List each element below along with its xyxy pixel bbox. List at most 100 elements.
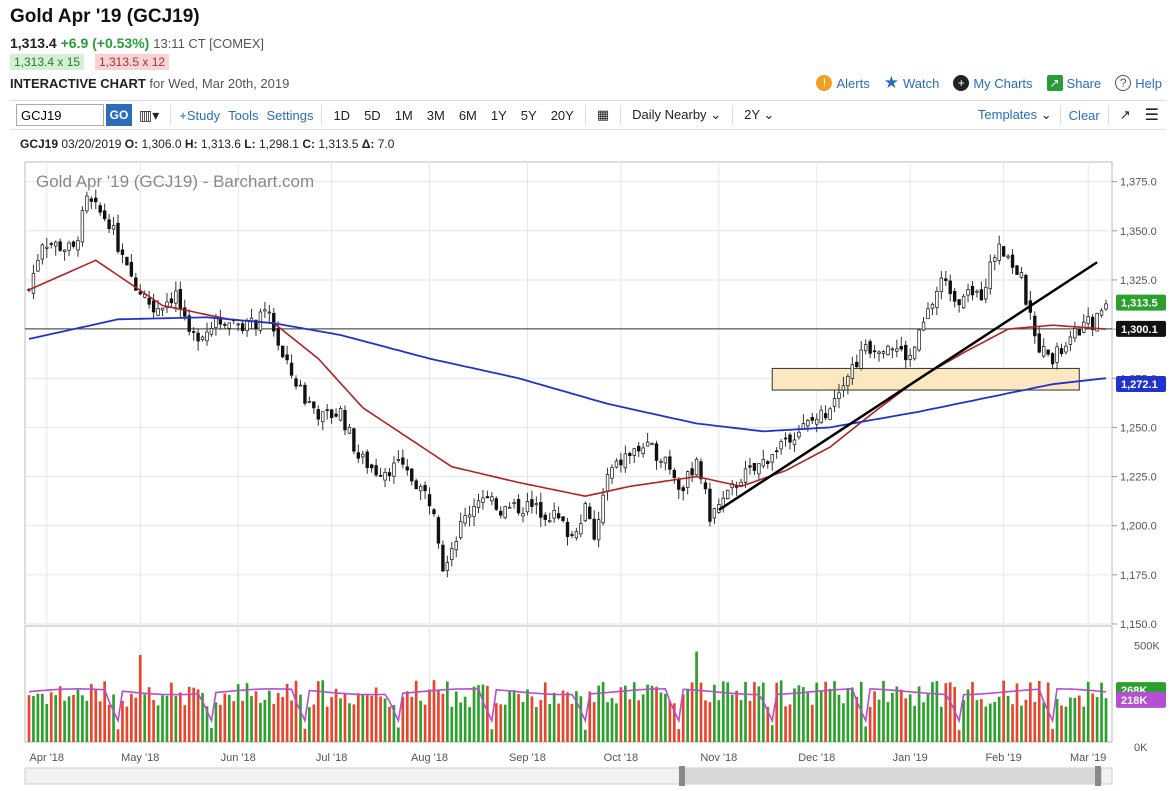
volume-bar bbox=[561, 690, 565, 742]
volume-bar bbox=[370, 695, 374, 742]
volume-bar bbox=[94, 689, 98, 742]
period-5y[interactable]: 5Y bbox=[520, 107, 537, 123]
volume-bar bbox=[904, 698, 908, 742]
candle-body bbox=[436, 517, 441, 544]
volume-bar bbox=[281, 696, 285, 742]
volume-bar bbox=[227, 694, 231, 742]
price-panel-frame bbox=[24, 161, 1113, 625]
volume-bar bbox=[931, 682, 934, 742]
candle-body bbox=[712, 508, 717, 519]
calendar-icon[interactable]: ▦ bbox=[596, 107, 610, 122]
volume-bar bbox=[241, 700, 244, 742]
candle-body bbox=[1073, 328, 1077, 339]
volume-bar bbox=[570, 703, 574, 742]
share-link[interactable]: ↗ Share bbox=[1046, 75, 1101, 91]
x-tick-label: Jul '18 bbox=[316, 752, 347, 764]
candle-body bbox=[868, 341, 872, 354]
volume-bar bbox=[161, 695, 164, 742]
volume-bar bbox=[263, 699, 267, 742]
volume-bar bbox=[517, 694, 520, 742]
settings-button[interactable]: Settings bbox=[266, 107, 314, 123]
candle-body bbox=[596, 519, 601, 541]
clear-button[interactable]: Clear bbox=[1068, 107, 1100, 123]
volume-bar bbox=[259, 702, 262, 742]
volume-bar bbox=[156, 705, 160, 742]
candle-body bbox=[1001, 246, 1006, 257]
period-1d[interactable]: 1D bbox=[333, 107, 351, 123]
candle-body bbox=[543, 514, 547, 520]
candle-body bbox=[583, 503, 587, 522]
period-20y[interactable]: 20Y bbox=[550, 107, 574, 123]
volume-bar bbox=[739, 700, 743, 742]
volume-bar bbox=[138, 654, 142, 742]
volume-bar bbox=[637, 700, 641, 742]
candle-body bbox=[289, 362, 294, 376]
candle-body bbox=[588, 506, 592, 519]
symbol-input[interactable] bbox=[16, 104, 104, 126]
candle-body bbox=[899, 345, 903, 350]
candle-body bbox=[650, 443, 654, 445]
period-1y[interactable]: 1Y bbox=[490, 107, 507, 123]
go-button[interactable]: GO bbox=[106, 104, 132, 126]
volume-bar bbox=[966, 689, 970, 742]
menu-icon[interactable]: ☰ bbox=[1144, 107, 1159, 124]
my-charts-link[interactable]: + My Charts bbox=[953, 75, 1033, 91]
period-6m[interactable]: 6M bbox=[458, 107, 477, 123]
volume-bar bbox=[1086, 681, 1090, 742]
candle-body bbox=[1015, 265, 1019, 275]
candle-body bbox=[378, 474, 383, 477]
volume-bar bbox=[401, 696, 405, 742]
candle-body bbox=[632, 448, 636, 456]
watch-link[interactable]: ★ Watch bbox=[884, 73, 940, 93]
candle-body bbox=[485, 496, 490, 499]
candle-body bbox=[645, 441, 650, 447]
period-1m[interactable]: 1M bbox=[394, 107, 413, 123]
candle-body bbox=[392, 462, 396, 477]
volume-bar bbox=[753, 682, 756, 742]
volume-bar bbox=[913, 705, 916, 742]
y-tick-label: 1,250.0 bbox=[1120, 422, 1157, 434]
volume-bar bbox=[428, 689, 431, 742]
volume-bar bbox=[236, 684, 240, 742]
volume-bar bbox=[1029, 682, 1032, 742]
candle-body bbox=[1077, 328, 1081, 336]
volume-bar bbox=[1046, 682, 1050, 742]
templates-button[interactable]: Templates ⌄ bbox=[974, 107, 1056, 123]
last-value-label: 1,300.1 bbox=[1121, 324, 1158, 336]
candle-body bbox=[561, 516, 565, 522]
x-tick-label: Jan '19 bbox=[893, 752, 928, 764]
volume-bar bbox=[388, 706, 391, 742]
candle-body bbox=[31, 272, 36, 294]
period-3m[interactable]: 3M bbox=[426, 107, 445, 123]
y-tick-label: 1,175.0 bbox=[1120, 570, 1157, 582]
candle-body bbox=[1050, 353, 1055, 365]
volume-bar bbox=[187, 686, 191, 742]
tools-button[interactable]: Tools bbox=[228, 107, 259, 123]
alerts-link[interactable]: ! Alerts bbox=[816, 75, 870, 91]
candle-body bbox=[240, 323, 245, 331]
candlestick-icon[interactable]: ▥▾ bbox=[139, 106, 160, 123]
period-5d[interactable]: 5D bbox=[364, 107, 381, 123]
expand-icon[interactable]: ↗ bbox=[1119, 107, 1131, 122]
candle-body bbox=[499, 510, 503, 516]
interval-select[interactable]: Daily Nearby ⌄ bbox=[625, 107, 728, 123]
candle-body bbox=[539, 502, 543, 518]
candle-body bbox=[779, 441, 783, 450]
volume-bar bbox=[842, 703, 845, 742]
volume-bar bbox=[494, 703, 498, 742]
help-link[interactable]: ? Help bbox=[1115, 75, 1162, 91]
candle-body bbox=[285, 354, 289, 361]
range-select[interactable]: 2Y ⌄ bbox=[737, 107, 781, 123]
study-button[interactable]: +Study bbox=[179, 107, 221, 123]
last-value-label: 1,272.1 bbox=[1121, 379, 1158, 391]
x-tick-label: Jun '18 bbox=[221, 752, 256, 764]
volume-bar bbox=[219, 704, 222, 742]
volume-bar bbox=[414, 680, 418, 742]
y-tick-label: 1,350.0 bbox=[1120, 226, 1157, 238]
volume-bar bbox=[365, 695, 369, 742]
volume-bar bbox=[276, 692, 280, 742]
volume-bar bbox=[926, 694, 930, 742]
candle-body bbox=[797, 431, 801, 438]
volume-bar bbox=[535, 707, 538, 742]
candle-body bbox=[1024, 274, 1028, 305]
